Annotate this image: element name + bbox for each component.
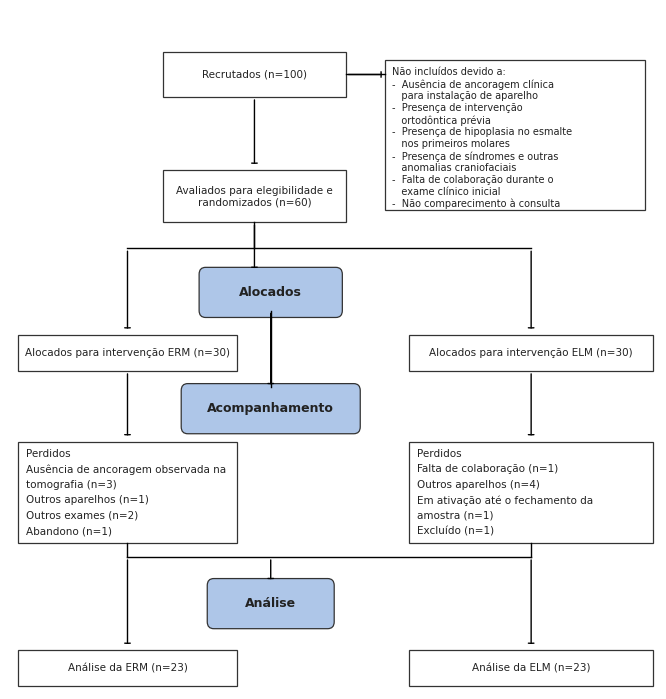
Text: Outros aparelhos (n=1): Outros aparelhos (n=1): [26, 496, 149, 505]
Text: -  Não comparecimento à consulta: - Não comparecimento à consulta: [392, 199, 561, 210]
Text: Análise da ERM (n=23): Análise da ERM (n=23): [67, 663, 187, 673]
FancyBboxPatch shape: [181, 384, 360, 434]
Text: -  Presença de hipoplasia no esmalte: - Presença de hipoplasia no esmalte: [392, 127, 573, 137]
Text: Análise da ELM (n=23): Análise da ELM (n=23): [472, 663, 590, 673]
FancyBboxPatch shape: [409, 650, 653, 686]
FancyBboxPatch shape: [19, 650, 236, 686]
Text: Recrutados (n=100): Recrutados (n=100): [202, 69, 307, 80]
Text: -  Presença de síndromes e outras: - Presença de síndromes e outras: [392, 151, 559, 161]
Text: Perdidos: Perdidos: [26, 449, 71, 459]
Text: Avaliados para elegibilidade e
randomizados (n=60): Avaliados para elegibilidade e randomiza…: [176, 185, 333, 207]
Text: Alocados para intervenção ERM (n=30): Alocados para intervenção ERM (n=30): [25, 348, 230, 358]
Text: Abandono (n=1): Abandono (n=1): [26, 526, 113, 536]
FancyBboxPatch shape: [199, 267, 342, 317]
FancyBboxPatch shape: [385, 60, 645, 210]
Text: nos primeiros molares: nos primeiros molares: [392, 139, 510, 149]
Text: Perdidos: Perdidos: [417, 449, 462, 459]
FancyBboxPatch shape: [163, 52, 346, 97]
Text: -  Ausência de ancoragem clínica: - Ausência de ancoragem clínica: [392, 79, 555, 89]
Text: Não incluídos devido a:: Não incluídos devido a:: [392, 67, 506, 77]
Text: Alocados: Alocados: [239, 286, 302, 299]
Text: Excluído (n=1): Excluído (n=1): [417, 526, 494, 536]
Text: -  Falta de colaboração durante o: - Falta de colaboração durante o: [392, 175, 554, 185]
Text: Em ativação até o fechamento da: Em ativação até o fechamento da: [417, 496, 593, 506]
Text: Outros exames (n=2): Outros exames (n=2): [26, 511, 139, 521]
Text: anomalias craniofaciais: anomalias craniofaciais: [392, 163, 517, 173]
Text: Acompanhamento: Acompanhamento: [207, 402, 334, 415]
Text: exame clínico inicial: exame clínico inicial: [392, 187, 501, 197]
Text: Análise: Análise: [245, 597, 296, 610]
Text: ortodôntica prévia: ortodôntica prévia: [392, 115, 492, 126]
Text: Ausência de ancoragem observada na: Ausência de ancoragem observada na: [26, 464, 226, 475]
Text: Alocados para intervenção ELM (n=30): Alocados para intervenção ELM (n=30): [430, 348, 633, 358]
Text: -  Presença de intervenção: - Presença de intervenção: [392, 103, 523, 113]
FancyBboxPatch shape: [163, 171, 346, 222]
FancyBboxPatch shape: [19, 335, 236, 371]
Text: para instalação de aparelho: para instalação de aparelho: [392, 91, 539, 101]
Text: Outros aparelhos (n=4): Outros aparelhos (n=4): [417, 480, 539, 490]
FancyBboxPatch shape: [409, 442, 653, 542]
FancyBboxPatch shape: [207, 579, 334, 628]
Text: Falta de colaboração (n=1): Falta de colaboração (n=1): [417, 464, 558, 474]
FancyBboxPatch shape: [19, 442, 236, 542]
Text: tomografia (n=3): tomografia (n=3): [26, 480, 117, 490]
FancyBboxPatch shape: [409, 335, 653, 371]
Text: amostra (n=1): amostra (n=1): [417, 511, 494, 521]
